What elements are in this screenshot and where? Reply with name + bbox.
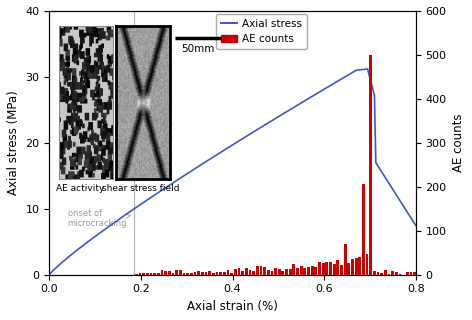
Bar <box>377 271 379 275</box>
Bar <box>278 269 280 275</box>
Bar <box>263 267 266 275</box>
Bar <box>267 270 270 275</box>
Bar <box>340 265 343 275</box>
Bar <box>326 262 328 275</box>
Bar <box>337 260 339 275</box>
Bar <box>362 184 365 275</box>
Bar <box>296 268 299 275</box>
X-axis label: Axial strain (%): Axial strain (%) <box>187 300 278 313</box>
Bar <box>157 273 160 275</box>
Bar <box>245 268 248 275</box>
Bar <box>311 266 313 275</box>
Bar <box>370 55 372 275</box>
Bar <box>333 264 336 275</box>
Bar <box>179 270 182 275</box>
Bar <box>307 267 310 275</box>
Bar <box>223 272 226 275</box>
Bar <box>186 273 189 275</box>
Legend: Axial stress, AE counts: Axial stress, AE counts <box>216 13 307 49</box>
Bar <box>164 271 167 275</box>
Bar <box>175 270 178 275</box>
Bar <box>260 266 262 275</box>
Bar <box>139 273 142 275</box>
Bar <box>194 272 196 275</box>
Bar <box>293 264 295 275</box>
Bar <box>391 271 394 275</box>
Bar <box>197 271 200 275</box>
Bar <box>234 268 236 275</box>
Bar <box>355 258 357 275</box>
Bar <box>380 273 383 275</box>
Bar <box>413 272 416 275</box>
Bar <box>150 273 152 275</box>
Bar <box>160 270 163 275</box>
Bar <box>241 271 244 275</box>
Bar <box>249 270 251 275</box>
Y-axis label: AE counts: AE counts <box>452 114 465 172</box>
Bar <box>289 269 292 275</box>
Text: shear stress field: shear stress field <box>102 184 179 193</box>
Bar <box>384 270 387 275</box>
Bar <box>406 272 409 275</box>
Bar <box>358 257 361 275</box>
Bar <box>212 273 215 275</box>
Bar <box>399 274 402 275</box>
Bar <box>285 269 288 275</box>
Bar <box>344 244 346 275</box>
Text: AE activity: AE activity <box>56 184 104 193</box>
Text: onset of
microcracking: onset of microcracking <box>67 209 131 228</box>
Bar <box>168 271 171 275</box>
Bar <box>256 266 259 275</box>
Bar <box>303 268 306 275</box>
Bar <box>410 272 413 275</box>
Bar <box>314 267 317 275</box>
Bar <box>204 272 207 275</box>
Bar <box>146 274 149 275</box>
Bar <box>395 272 398 275</box>
Bar <box>201 272 203 275</box>
Bar <box>237 268 240 275</box>
Bar <box>219 272 222 275</box>
Bar <box>373 271 376 275</box>
Bar <box>216 272 219 275</box>
Y-axis label: Axial stress (MPa): Axial stress (MPa) <box>7 91 20 195</box>
Bar <box>318 262 321 275</box>
Bar <box>208 271 211 275</box>
Bar <box>183 273 185 275</box>
Bar <box>270 271 273 275</box>
Bar <box>281 271 284 275</box>
Bar <box>329 262 332 275</box>
Bar <box>322 263 325 275</box>
Bar <box>351 259 354 275</box>
Bar <box>230 273 233 275</box>
Bar <box>172 273 174 275</box>
Bar <box>347 263 350 275</box>
Bar <box>388 274 390 275</box>
Bar <box>190 273 193 275</box>
Bar <box>227 270 229 275</box>
Bar <box>135 274 138 275</box>
Bar <box>366 254 369 275</box>
Bar <box>300 266 303 275</box>
Bar <box>153 273 156 275</box>
Text: 50mm: 50mm <box>182 44 215 54</box>
Bar <box>274 268 277 275</box>
Bar <box>252 271 255 275</box>
Bar <box>142 273 145 275</box>
